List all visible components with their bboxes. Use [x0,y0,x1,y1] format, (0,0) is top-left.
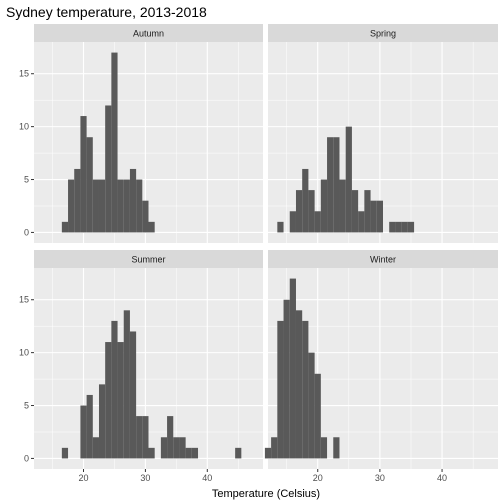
histogram-bar [295,310,303,459]
histogram-bar [308,352,315,459]
y-tick-label: 0 [24,453,29,463]
histogram-bar [376,200,383,233]
panel-winter: Winter 20 30 40 [264,250,498,483]
panel-spring: Spring [268,24,498,243]
histogram-bar [123,179,130,233]
strip-label-spring: Spring [370,29,396,39]
histogram-bar [277,320,284,459]
strip-label-summer: Summer [131,255,165,265]
histogram-bar [92,437,99,459]
histogram-bar [68,179,75,233]
histogram-bar [136,179,143,233]
histogram-bar [160,437,168,459]
histogram-bar [80,116,87,233]
histogram-bar [277,221,284,233]
histogram-bar [295,190,303,233]
histogram-bar [314,373,321,459]
histogram-bar [74,168,81,233]
histogram-bar [302,320,309,459]
histogram-bar [167,416,174,459]
histogram-bar [407,221,415,233]
histogram-bar [111,320,118,459]
histogram-bar [191,447,199,459]
histogram-bar [129,168,137,233]
histogram-bar [98,179,106,233]
histogram-bar [283,299,290,459]
histogram-bar [401,221,408,233]
histogram-bar [308,190,315,233]
y-tick-label: 0 [24,227,29,237]
histogram-bar [351,190,359,233]
histogram-bar [370,200,377,233]
histogram-bar [86,394,93,459]
histogram-bar [320,179,328,233]
histogram-bar [142,416,149,459]
x-tick-label: 40 [202,473,212,483]
x-tick-label: 30 [375,473,385,483]
histogram-bar [289,211,296,233]
y-tick-label: 15 [19,295,29,305]
y-tick-label: 5 [24,401,29,411]
panel-summer: Summer 0 5 10 15 20 30 40 [19,250,263,483]
histogram-bar [86,137,93,233]
histogram-bar [289,278,296,459]
histogram-bar [179,437,186,459]
x-tick-label: 30 [140,473,150,483]
histogram-bar [123,310,130,459]
histogram-bar [105,105,112,233]
strip-spring [268,24,498,42]
histogram-bar [264,447,272,459]
histogram-bar [395,221,402,233]
x-tick-label: 20 [79,473,89,483]
histogram-bar [320,437,328,459]
histogram-bar [314,211,321,233]
histogram-bar [389,221,396,233]
x-tick-label: 20 [313,473,323,483]
y-tick-label: 10 [19,348,29,358]
histogram-bar [333,137,340,233]
strip-summer [34,250,263,268]
y-tick-label: 15 [19,69,29,79]
strip-label-autumn: Autumn [133,29,164,39]
histogram-bar [92,179,99,233]
strip-winter [268,250,498,268]
histogram-bar [105,342,112,459]
x-axis-title: Temperature (Celsius) [212,488,320,500]
panel-autumn: Autumn 0 5 10 15 [19,24,263,243]
histogram-bar [345,126,352,233]
histogram-bar [339,179,346,233]
x-tick-label: 40 [437,473,447,483]
strip-autumn [34,24,263,42]
histogram-bar [117,342,124,459]
histogram-bar [173,437,180,459]
histogram-bar [271,437,278,459]
strip-label-winter: Winter [370,255,396,265]
histogram-bar [235,447,242,459]
histogram-bar [129,331,137,459]
histogram-bar [364,190,371,233]
histogram-bar [302,168,309,233]
histogram-bar [61,447,69,459]
chart-title: Sydney temperature, 2013-2018 [6,4,207,20]
histogram-bar [111,52,118,233]
histogram-bar [333,437,340,459]
histogram-bar [148,221,155,233]
histogram-bar [80,405,87,459]
y-tick-label: 5 [24,175,29,185]
histogram-bar [98,384,106,459]
histogram-bar [358,211,365,233]
histogram-bar [327,137,334,233]
histogram-bar [117,179,124,233]
histogram-bar [136,416,143,459]
y-tick-label: 10 [19,122,29,132]
histogram-bar [142,200,149,233]
histogram-bar [185,447,192,459]
histogram-bar [61,221,69,233]
histogram-bar [148,447,155,459]
